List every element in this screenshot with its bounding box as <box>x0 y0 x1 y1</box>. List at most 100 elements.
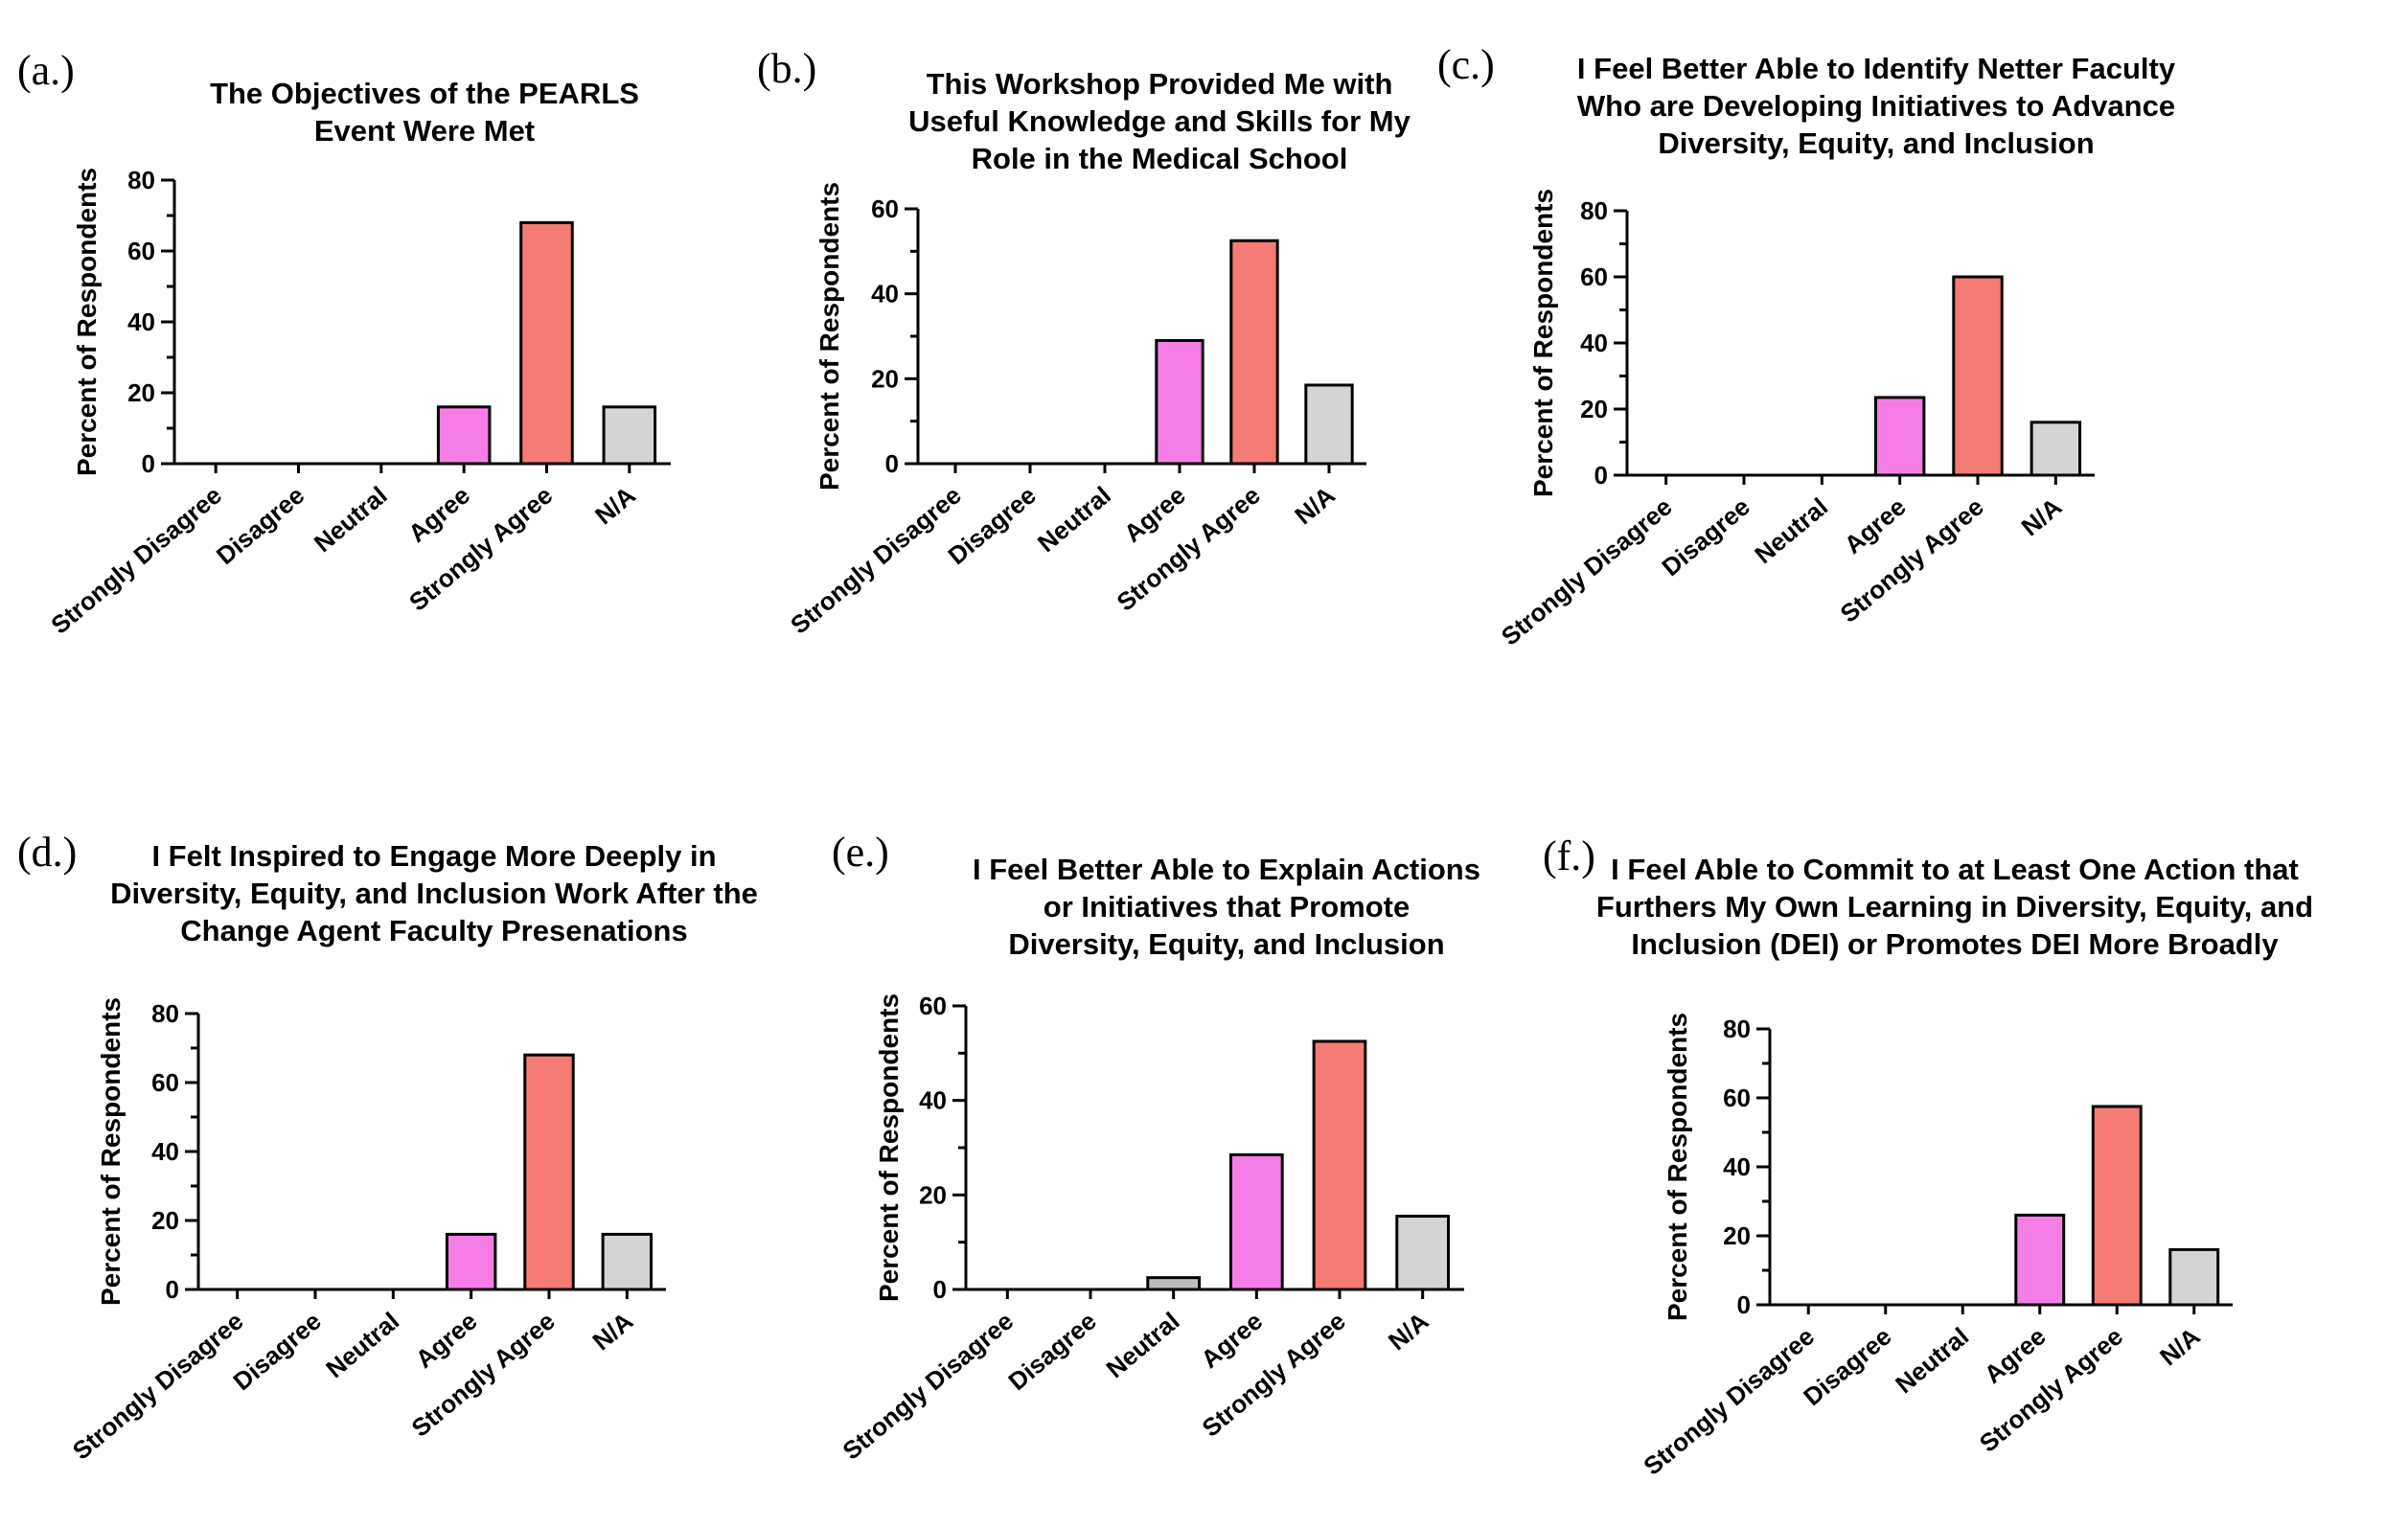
bar-neutral <box>1146 1276 1202 1291</box>
chart-title-line: Event Were Met <box>314 114 535 148</box>
y-tick-label: 40 <box>1723 1152 1751 1181</box>
bar-agree <box>445 1232 497 1291</box>
bar-agree <box>1873 396 1926 477</box>
x-tick-label: Neutral <box>1890 1322 1974 1400</box>
y-tick-label: 60 <box>127 237 155 265</box>
chart-title-line: Diversity, Equity, and Inclusion <box>1008 927 1444 961</box>
y-tick-label: 40 <box>871 280 899 308</box>
bar-n-a <box>2030 421 2082 477</box>
y-tick-label: 20 <box>127 378 155 407</box>
panel-letter: (a.) <box>17 47 75 94</box>
y-axis-label: Percent of Respondents <box>72 168 102 476</box>
x-tick-label: Strongly Agree <box>1197 1307 1351 1443</box>
x-tick-label: Disagree <box>1798 1322 1896 1412</box>
y-tick-label: 0 <box>142 449 155 478</box>
x-tick-label: Disagree <box>211 481 310 571</box>
x-tick-label: N/A <box>2154 1321 2206 1371</box>
bar-strongly-agree <box>1229 239 1279 466</box>
x-tick-label: Strongly Disagree <box>785 481 967 640</box>
chart-title-line: or Initiatives that Promote <box>1043 890 1410 924</box>
y-tick-label: 0 <box>1737 1290 1751 1319</box>
bar-agree <box>436 405 492 466</box>
chart-panel-6: (f.) I Feel Able to Commit to at Least On… <box>1543 832 2313 1481</box>
chart-title-line: Who are Developing Initiatives to Advanc… <box>1577 89 2175 123</box>
bar-n-a <box>602 405 657 466</box>
bar-n-a <box>2168 1247 2220 1307</box>
bar-strongly-agree <box>1312 1039 1367 1291</box>
x-tick-label: Neutral <box>309 481 393 559</box>
chart-title-line: I Feel Better Able to Explain Actions <box>973 853 1480 886</box>
y-tick-label: 0 <box>1594 461 1608 490</box>
x-tick-label: Neutral <box>1749 492 1833 570</box>
y-tick-label: 80 <box>1580 196 1608 225</box>
y-tick-label: 20 <box>871 364 899 393</box>
y-tick-label: 60 <box>151 1068 179 1097</box>
x-tick-label: N/A <box>1289 480 1341 530</box>
y-tick-label: 60 <box>1580 262 1608 291</box>
panel-letter: (b.) <box>757 45 816 92</box>
x-tick-label: Neutral <box>1032 481 1116 559</box>
y-tick-label: 40 <box>919 1086 947 1115</box>
x-tick-label: Agree <box>410 1307 483 1374</box>
chart-title-line: Diversity, Equity, and Inclusion <box>1658 126 2094 160</box>
y-axis-label: Percent of Respondents <box>96 997 126 1306</box>
y-axis-label: Percent of Respondents <box>1663 1013 1692 1321</box>
y-axis-label: Percent of Respondents <box>1528 189 1558 497</box>
panel-letter: (c.) <box>1437 41 1495 88</box>
chart-title-line: The Objectives of the PEARLS <box>210 77 639 110</box>
bar-strongly-agree <box>2091 1105 2143 1307</box>
y-tick-label: 0 <box>885 449 899 478</box>
panel-letter: (d.) <box>17 829 77 876</box>
y-tick-label: 60 <box>919 992 947 1020</box>
x-tick-label: N/A <box>1383 1306 1434 1356</box>
x-tick-label: Strongly Disagree <box>1638 1322 1820 1481</box>
x-tick-label: N/A <box>587 1306 639 1356</box>
x-tick-label: N/A <box>2016 491 2068 541</box>
x-tick-label: Disagree <box>1002 1307 1101 1397</box>
chart-title-line: Inclusion (DEI) or Promotes DEI More Bro… <box>1631 927 2279 961</box>
x-tick-label: Strongly Agree <box>403 481 558 617</box>
x-tick-label: Neutral <box>1101 1307 1185 1384</box>
y-axis-label: Percent of Respondents <box>874 993 904 1302</box>
chart-panel-2: (b.) This Workshop Provided Me withUseful… <box>757 45 1411 640</box>
x-tick-label: Disagree <box>227 1307 326 1397</box>
x-tick-label: Strongly Agree <box>406 1307 561 1443</box>
y-tick-label: 60 <box>1723 1083 1751 1112</box>
bar-agree <box>1228 1152 1284 1291</box>
chart-title-line: I Feel Better Able to Identify Netter Fa… <box>1577 52 2176 85</box>
chart-title-line: I Feel Able to Commit to at Least One Ac… <box>1611 853 2299 886</box>
chart-panel-3: (c.) I Feel Better Able to Identify Nette… <box>1437 41 2176 651</box>
bar-strongly-agree <box>523 1053 575 1291</box>
x-tick-label: Strongly Disagree <box>837 1307 1019 1466</box>
bar-agree <box>1155 338 1204 466</box>
y-axis-label: Percent of Respondents <box>814 182 844 490</box>
x-tick-label: Agree <box>1839 492 1912 559</box>
x-tick-label: Strongly Disagree <box>45 481 227 640</box>
y-tick-label: 40 <box>127 308 155 336</box>
bar-strongly-agree <box>1952 275 2004 477</box>
y-tick-label: 60 <box>871 194 899 223</box>
chart-panel-5: (e.) I Feel Better Able to Explain Action… <box>832 829 1480 1466</box>
bar-n-a <box>1304 383 1354 466</box>
chart-title-line: This Workshop Provided Me with <box>927 67 1393 101</box>
y-tick-label: 20 <box>1723 1221 1751 1250</box>
y-tick-label: 80 <box>1723 1015 1751 1043</box>
chart-title-line: Diversity, Equity, and Inclusion Work Af… <box>110 877 758 910</box>
panel-letter: (f.) <box>1543 832 1595 879</box>
x-tick-label: Agree <box>1195 1307 1268 1374</box>
y-tick-label: 40 <box>151 1137 179 1166</box>
chart-title-line: Role in the Medical School <box>972 142 1348 175</box>
y-tick-label: 20 <box>1580 395 1608 423</box>
chart-title-line: Change Agent Faculty Presenations <box>180 914 687 947</box>
chart-panel-4: (d.) I Felt Inspired to Engage More Deepl… <box>17 829 758 1466</box>
y-tick-label: 40 <box>1580 329 1608 357</box>
y-tick-label: 80 <box>127 166 155 194</box>
bar-n-a <box>1395 1215 1451 1291</box>
chart-title-line: Useful Knowledge and Skills for My <box>908 104 1410 138</box>
x-tick-label: Agree <box>402 481 475 548</box>
x-tick-label: Neutral <box>320 1307 404 1384</box>
bar-agree <box>2014 1213 2066 1307</box>
y-tick-label: 20 <box>919 1180 947 1209</box>
bar-n-a <box>601 1232 654 1291</box>
